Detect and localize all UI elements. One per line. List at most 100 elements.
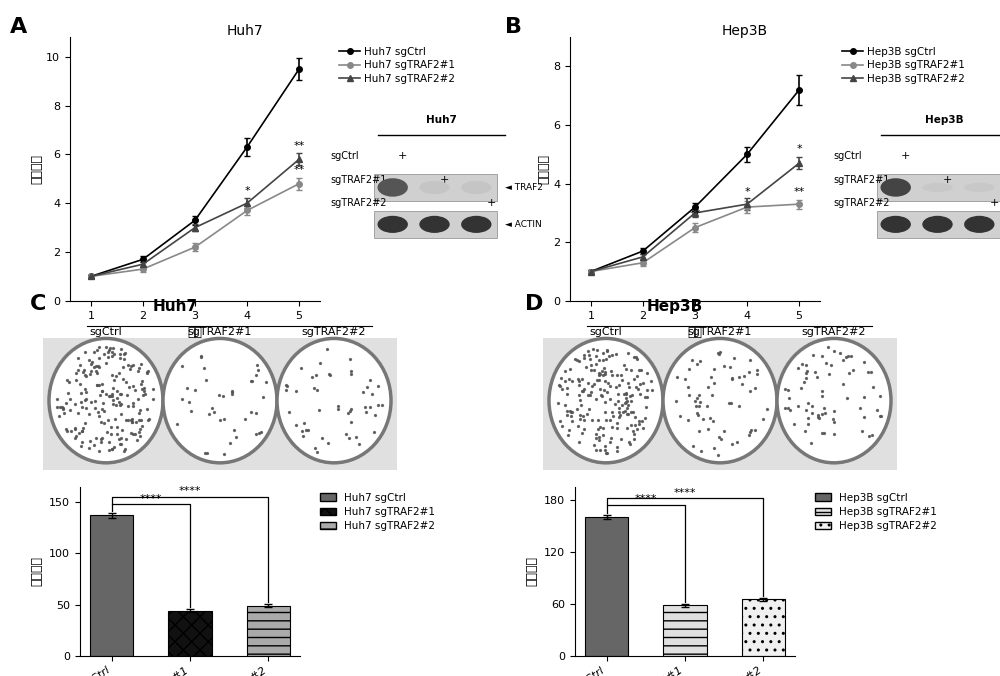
Point	[199, 447, 215, 458]
Bar	[585, 517, 628, 656]
Point	[782, 404, 798, 415]
Point	[598, 354, 614, 365]
Text: sgTRAF2#1: sgTRAF2#1	[688, 327, 752, 337]
Point	[691, 401, 707, 412]
Point	[618, 387, 634, 398]
Point	[619, 395, 635, 406]
Point	[307, 442, 323, 453]
Point	[571, 390, 587, 401]
Point	[702, 412, 718, 423]
Point	[120, 360, 136, 370]
Point	[706, 378, 722, 389]
Y-axis label: 生口倍数: 生口倍数	[537, 154, 550, 184]
Point	[584, 381, 600, 391]
Point	[823, 360, 839, 370]
Point	[609, 370, 625, 381]
Text: sgTRAF2#1: sgTRAF2#1	[330, 174, 386, 185]
Text: sgTRAF2#2: sgTRAF2#2	[330, 198, 386, 208]
Point	[243, 406, 259, 417]
Point	[55, 404, 71, 415]
Point	[197, 448, 213, 458]
Point	[561, 425, 577, 436]
Point	[366, 426, 382, 437]
Point	[112, 400, 128, 411]
Point	[863, 366, 879, 377]
Point	[95, 397, 111, 408]
Point	[81, 408, 97, 419]
Point	[174, 393, 190, 404]
Point	[598, 414, 614, 425]
Point	[279, 381, 295, 391]
Point	[113, 439, 129, 450]
Point	[296, 417, 312, 428]
Point	[571, 375, 587, 386]
Point	[125, 429, 141, 439]
Point	[611, 402, 627, 413]
Point	[602, 414, 618, 425]
Point	[71, 428, 87, 439]
Text: *: *	[744, 187, 750, 197]
Point	[860, 367, 876, 378]
Point	[101, 437, 117, 448]
Text: A: A	[10, 17, 27, 37]
Point	[603, 433, 619, 444]
Point	[304, 371, 320, 382]
Point	[243, 375, 259, 386]
Point	[687, 395, 703, 406]
Point	[595, 370, 611, 381]
Point	[77, 347, 93, 358]
Point	[59, 425, 75, 436]
Point	[93, 416, 109, 427]
Point	[635, 378, 651, 389]
Point	[224, 389, 240, 400]
Text: Huh7: Huh7	[152, 299, 198, 314]
Point	[94, 386, 110, 397]
Point	[617, 406, 633, 417]
Point	[91, 341, 107, 352]
Point	[88, 361, 104, 372]
Point	[249, 359, 265, 370]
Point	[51, 411, 67, 422]
Point	[583, 387, 599, 397]
Point	[89, 379, 105, 390]
Point	[589, 375, 605, 386]
Point	[588, 359, 604, 370]
Point	[562, 406, 578, 416]
Point	[281, 406, 297, 417]
Point	[572, 413, 588, 424]
Text: sgTRAF2#2: sgTRAF2#2	[833, 198, 890, 208]
Point	[835, 379, 851, 390]
Point	[704, 389, 720, 400]
Ellipse shape	[549, 339, 663, 463]
Point	[716, 425, 732, 436]
Point	[109, 385, 125, 396]
Point	[639, 392, 655, 403]
Point	[101, 391, 117, 402]
Point	[777, 384, 793, 395]
Point	[288, 385, 304, 396]
Point	[872, 391, 888, 402]
Point	[92, 390, 108, 401]
Point	[576, 383, 592, 394]
Point	[589, 344, 605, 355]
Point	[359, 382, 375, 393]
Ellipse shape	[922, 183, 953, 192]
Point	[77, 384, 93, 395]
Point	[561, 373, 577, 384]
Point	[62, 393, 78, 404]
Point	[703, 372, 719, 383]
Point	[573, 400, 589, 410]
Point	[576, 424, 592, 435]
Point	[248, 370, 264, 381]
Point	[94, 385, 110, 396]
Point	[786, 418, 802, 429]
Point	[93, 434, 109, 445]
Point	[552, 416, 568, 427]
Point	[599, 346, 615, 357]
Point	[595, 422, 611, 433]
Point	[73, 440, 89, 451]
Point	[102, 342, 118, 353]
Point	[622, 439, 638, 450]
Text: **: **	[689, 209, 701, 219]
Point	[131, 414, 147, 425]
